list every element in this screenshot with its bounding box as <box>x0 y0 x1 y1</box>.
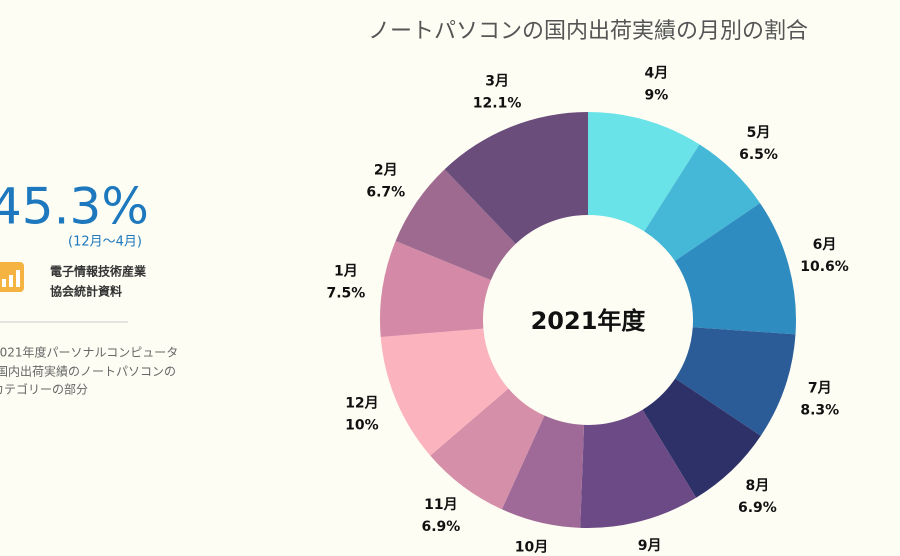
slice-value-label: 6.9% <box>738 500 777 516</box>
slice-value-label: 6.7% <box>366 185 405 201</box>
slice-value-label: 7.5% <box>326 285 365 301</box>
donut <box>380 112 796 529</box>
slice-value-label: 12.1% <box>473 95 522 111</box>
slice-category: 4月 <box>644 66 668 82</box>
slice-category: 12月 <box>345 395 378 411</box>
slice-category: 8月 <box>746 478 770 494</box>
slice-value-label: 9% <box>644 88 668 104</box>
slice <box>380 328 509 456</box>
slice-category: 9月 <box>638 538 662 554</box>
slice <box>501 415 585 528</box>
slice <box>644 144 761 261</box>
center-label: 2021年度 <box>531 307 647 335</box>
slice-category: 10月 <box>515 539 548 555</box>
slice-category: 1月 <box>334 263 358 279</box>
slice <box>588 112 700 232</box>
slice-category: 3月 <box>485 73 509 89</box>
icon-bar <box>2 279 6 287</box>
slice-category: 2月 <box>374 163 398 179</box>
slice-value-label: 10.6% <box>800 259 849 275</box>
slice-value-label: 10% <box>345 417 379 433</box>
slice <box>674 203 796 335</box>
slice <box>395 169 516 281</box>
slice <box>675 327 796 436</box>
headline: 45.3% <box>0 178 149 236</box>
description-line: カテゴリーの部分 <box>0 382 88 397</box>
source-line: 電子情報技術産業 <box>50 264 147 279</box>
slice-category: 5月 <box>747 125 771 141</box>
slice <box>642 378 761 498</box>
source-line: 協会統計資料 <box>50 284 122 299</box>
icon-bar <box>16 270 20 287</box>
slice <box>444 112 588 244</box>
slice-value-label: 6.5% <box>739 147 778 163</box>
slice-value-label: 6.9% <box>421 519 460 535</box>
slice-category: 11月 <box>424 497 457 513</box>
source-icon <box>0 262 24 292</box>
slice-value-label: 8.3% <box>800 402 839 418</box>
slice <box>380 241 491 337</box>
chart-title: ノートパソコンの国内出荷実績の月別の割合 <box>368 19 808 44</box>
description-line: 2021年度パーソナルコンピュータ <box>0 345 178 360</box>
description-line: 国内出荷実績のノートパソコンの <box>0 364 176 379</box>
slice <box>580 409 697 529</box>
slice-category: 6月 <box>813 237 837 253</box>
slice-category: 7月 <box>808 380 832 396</box>
headline-note: (12月～4月) <box>68 235 142 250</box>
icon-bar <box>9 275 13 287</box>
slice <box>430 388 545 510</box>
